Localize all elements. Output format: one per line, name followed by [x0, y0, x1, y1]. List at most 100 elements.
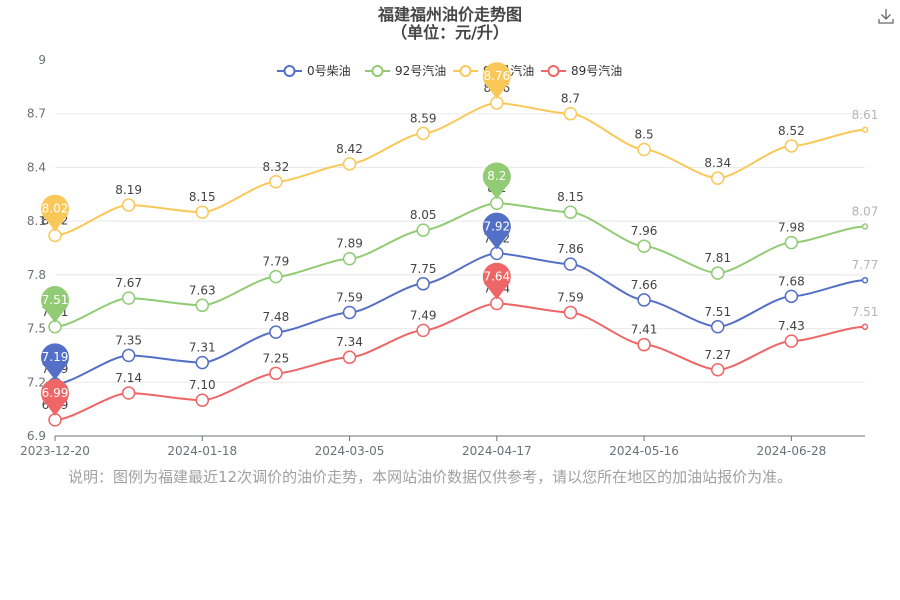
- x-tick-label: 2024-04-17: [462, 444, 532, 458]
- legend[interactable]: 0号柴油92号汽油95号汽油89号汽油: [277, 63, 622, 78]
- data-point[interactable]: [121, 386, 136, 400]
- series-line-group: 7.517.677.637.797.898.058.28.157.967.817…: [42, 181, 878, 334]
- pin-label: 8.76: [483, 69, 510, 83]
- pin-label: 7.64: [483, 270, 510, 284]
- data-point[interactable]: [269, 175, 283, 189]
- data-point[interactable]: [195, 355, 210, 370]
- data-label: 8.5: [635, 128, 654, 142]
- pin-label: 8.2: [487, 169, 506, 183]
- data-label: 7.63: [189, 283, 216, 297]
- data-label: 7.51: [852, 305, 879, 319]
- data-point[interactable]: [861, 323, 869, 331]
- data-point[interactable]: [416, 277, 430, 291]
- data-point[interactable]: [121, 198, 136, 212]
- y-tick-label: 7.5: [27, 322, 46, 336]
- data-label: 7.27: [704, 348, 731, 362]
- data-point[interactable]: [269, 366, 283, 381]
- x-tick-label: 2024-01-18: [167, 444, 237, 458]
- data-point[interactable]: [121, 348, 136, 363]
- data-point[interactable]: [637, 142, 651, 157]
- series-layer: 7.19 7.35 7.31 7.48 7.59 7.75 7.92 7.86 7.66 7.51…: [42, 81, 879, 427]
- data-label: 7.51: [704, 305, 731, 319]
- data-point[interactable]: [342, 350, 357, 364]
- data-point[interactable]: [710, 171, 725, 185]
- data-point[interactable]: [861, 276, 869, 284]
- data-point[interactable]: [861, 126, 869, 134]
- data-label: 8.15: [557, 190, 584, 204]
- data-point[interactable]: [784, 139, 799, 153]
- data-point[interactable]: [269, 325, 283, 339]
- data-point[interactable]: [710, 320, 725, 334]
- legend-marker: [459, 65, 472, 77]
- data-point[interactable]: [195, 298, 210, 313]
- data-label: 7.89: [336, 237, 363, 251]
- data-point[interactable]: [416, 223, 430, 237]
- data-label: 7.59: [557, 290, 584, 304]
- data-label: 7.96: [631, 224, 658, 238]
- marker-pin: 8.02: [41, 194, 69, 232]
- marker-pin: 7.19: [41, 343, 69, 381]
- data-label: 7.77: [852, 258, 879, 272]
- data-label: 7.59: [336, 290, 363, 304]
- data-label: 7.81: [704, 251, 731, 265]
- pin-shape: [482, 62, 511, 99]
- pin-label: 7.19: [42, 350, 69, 364]
- data-point[interactable]: [563, 205, 578, 219]
- chart-subtitle: （单位：元/升）: [391, 23, 509, 42]
- data-point[interactable]: [342, 251, 357, 266]
- y-tick-label: 6.9: [27, 429, 46, 443]
- data-point[interactable]: [195, 205, 210, 219]
- data-label: 7.79: [263, 255, 290, 269]
- data-point[interactable]: [637, 293, 651, 307]
- data-point[interactable]: [563, 305, 578, 320]
- data-label: 7.14: [115, 371, 142, 385]
- data-point[interactable]: [416, 126, 430, 141]
- data-point[interactable]: [563, 106, 578, 121]
- marker-pin: 8.76: [482, 62, 511, 99]
- data-label: 7.25: [263, 351, 290, 365]
- data-label: 8.59: [410, 111, 437, 125]
- data-point[interactable]: [269, 269, 283, 284]
- data-label: 8.05: [410, 208, 437, 222]
- data-label: 8.42: [336, 142, 363, 156]
- data-point[interactable]: [563, 257, 578, 271]
- data-point[interactable]: [861, 223, 869, 230]
- data-point[interactable]: [637, 337, 651, 352]
- data-label: 7.66: [631, 278, 658, 292]
- pin-shape: [41, 343, 69, 381]
- pin-label: 8.02: [42, 201, 69, 215]
- pin-layer: 7.19 7.92 7.51 8.2 8.02 8.76 6.99 7.64: [41, 62, 511, 416]
- data-point[interactable]: [342, 157, 357, 171]
- data-point[interactable]: [784, 289, 799, 304]
- data-point[interactable]: [342, 305, 357, 320]
- data-label: 8.15: [189, 190, 216, 204]
- data-point[interactable]: [637, 239, 651, 253]
- data-label: 8.52: [778, 124, 805, 138]
- data-label: 7.67: [115, 276, 142, 290]
- download-icon[interactable]: [876, 6, 896, 26]
- legend-item[interactable]: 0号柴油: [277, 64, 351, 78]
- pin-label: 7.51: [42, 293, 69, 307]
- data-point[interactable]: [121, 291, 136, 305]
- legend-marker: [547, 65, 560, 77]
- data-point[interactable]: [784, 334, 799, 348]
- data-label: 7.68: [778, 274, 805, 288]
- data-point[interactable]: [416, 323, 430, 338]
- data-label: 7.75: [410, 262, 437, 276]
- marker-pin: 6.99: [41, 379, 69, 416]
- pin-label: 6.99: [42, 386, 69, 400]
- data-point[interactable]: [710, 363, 725, 377]
- x-tick-label: 2024-06-28: [756, 444, 826, 458]
- legend-item[interactable]: 89号汽油: [541, 63, 622, 78]
- legend-item[interactable]: 92号汽油: [365, 63, 446, 78]
- legend-label: 92号汽油: [395, 63, 446, 78]
- legend-label: 89号汽油: [571, 63, 622, 78]
- data-point[interactable]: [784, 235, 799, 250]
- marker-pin: 7.51: [41, 286, 69, 323]
- data-point[interactable]: [710, 266, 725, 280]
- data-point[interactable]: [195, 393, 210, 407]
- marker-pin: 8.2: [482, 162, 511, 200]
- data-label: 7.34: [336, 335, 363, 349]
